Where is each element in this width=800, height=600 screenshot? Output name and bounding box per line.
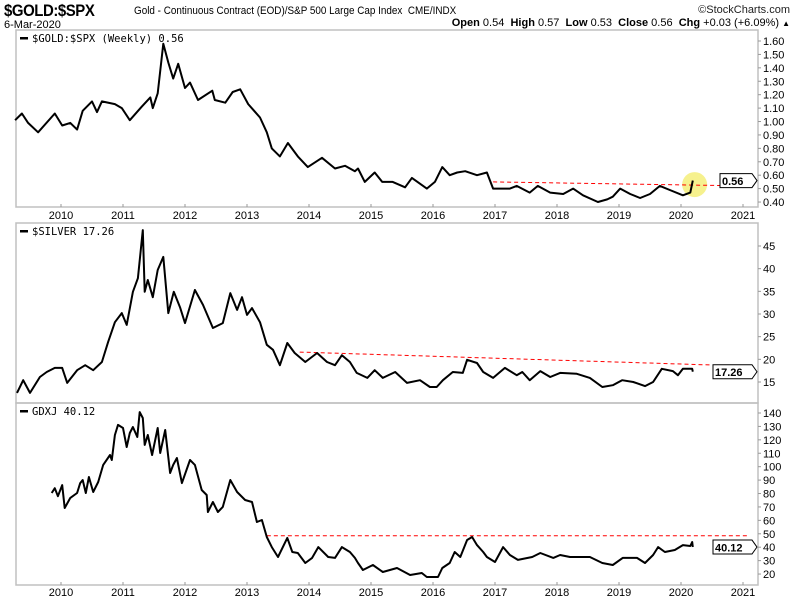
y-tick-label: 130 <box>763 421 781 433</box>
x-tick-label: 2011 <box>111 587 135 599</box>
x-tick-label: 2012 <box>173 587 197 599</box>
x-tick-label: 2021 <box>731 587 755 599</box>
chart-date: 6-Mar-2020 <box>4 19 61 31</box>
y-tick-label: 80 <box>763 489 775 501</box>
y-tick-label: 40 <box>763 542 775 554</box>
y-tick-label: 0.60 <box>763 170 784 182</box>
x-tick-label: 2018 <box>545 587 569 599</box>
y-tick-label: 0.70 <box>763 157 784 169</box>
y-tick-label: 0.90 <box>763 130 784 142</box>
x-tick-label: 2012 <box>173 210 197 222</box>
x-tick-label: 2014 <box>297 587 321 599</box>
legend-label: GDXJ 40.12 <box>32 406 95 418</box>
change-value: +0.03 (+6.09%) <box>703 17 780 29</box>
silver-panel: 45 40 35 30 25 20 15 $SILVER 17.26 17.26 <box>15 222 775 404</box>
y-tick-label: 35 <box>763 286 775 298</box>
x-tick-label: 2010 <box>49 587 73 599</box>
gdxj-series-line <box>50 411 694 578</box>
y-tick-label: 100 <box>763 462 781 474</box>
y-tick-label: 20 <box>763 569 775 581</box>
y-tick-label: 45 <box>763 241 775 253</box>
x-tick-label: 2014 <box>297 210 321 222</box>
y-tick-label: 1.40 <box>763 63 784 75</box>
x-tick-label: 2016 <box>421 210 445 222</box>
y-tick-label: 110 <box>763 448 781 460</box>
y-tick-label: 20 <box>763 354 775 366</box>
x-tick-label: 2019 <box>607 587 631 599</box>
y-tick-label: 15 <box>763 377 775 389</box>
stockcharts-brand[interactable]: ©StockCharts.com <box>698 4 790 16</box>
y-tick-label: 90 <box>763 475 775 487</box>
y-tick-label: 30 <box>763 556 775 568</box>
last-value-label: 0.56 <box>722 176 743 188</box>
y-tick-label: 0.40 <box>763 197 784 209</box>
change-label: Chg <box>678 17 701 29</box>
low-value: 0.53 <box>590 17 613 29</box>
ohlc-summary: Open 0.54 High 0.57 Low 0.53 Close 0.56 … <box>452 17 790 29</box>
open-label: Open <box>451 17 480 29</box>
x-tick-label: 2018 <box>545 210 569 222</box>
y-tick-label: 0.80 <box>763 143 784 155</box>
legend-swatch <box>20 37 28 40</box>
x-tick-label: 2017 <box>483 210 507 222</box>
close-label: Close <box>618 17 649 29</box>
chart-description: Gold - Continuous Contract (EOD)/S&P 500… <box>134 5 456 17</box>
gold-spx-panel: 1.601.50 1.401.30 1.201.10 1.000.900.80 0.70… <box>14 29 784 222</box>
y-tick-label: 1.10 <box>763 103 784 115</box>
y-tick-label: 30 <box>763 309 775 321</box>
silver-series-line <box>16 229 694 394</box>
last-value-label: 40.12 <box>715 543 743 555</box>
y-tick-label: 25 <box>763 332 775 344</box>
gold-spx-series-line <box>14 42 694 203</box>
high-label: High <box>510 17 535 29</box>
last-value-marker <box>712 539 758 555</box>
x-tick-label: 2019 <box>607 210 631 222</box>
last-value-marker <box>712 364 758 380</box>
close-value: 0.56 <box>651 17 673 29</box>
y-tick-label: 70 <box>763 502 775 514</box>
y-tick-label: 120 <box>763 435 781 447</box>
highlight-circle <box>682 172 708 198</box>
y-tick-label: 40 <box>763 264 775 276</box>
last-value-marker <box>719 173 758 189</box>
x-tick-label: 2021 <box>731 210 755 222</box>
legend-label: $SILVER 17.26 <box>32 226 114 238</box>
x-tick-label: 2013 <box>235 587 259 599</box>
legend-label: $GOLD:$SPX (Weekly) 0.56 <box>32 33 184 45</box>
y-tick-label: 1.60 <box>763 36 784 48</box>
x-tick-label: 2017 <box>483 587 507 599</box>
y-tick-label: 50 <box>763 529 775 541</box>
legend-swatch <box>20 230 28 233</box>
exchange-label: CME/INDX <box>407 5 457 17</box>
x-tick-label: 2010 <box>49 210 73 222</box>
y-tick-label: 1.20 <box>763 90 784 102</box>
low-label: Low <box>565 17 588 29</box>
y-tick-label: 1.50 <box>763 49 784 61</box>
trend-line <box>299 351 748 367</box>
y-tick-label: 1.00 <box>763 117 784 129</box>
y-tick-label: 140 <box>763 408 781 420</box>
x-tick-label: 2015 <box>359 587 383 599</box>
legend-swatch <box>20 410 28 413</box>
x-tick-label: 2013 <box>235 210 259 222</box>
last-value-label: 17.26 <box>715 367 743 379</box>
panel-frame <box>15 402 759 586</box>
open-value: 0.54 <box>482 17 505 29</box>
x-tick-label: 2016 <box>421 587 445 599</box>
x-tick-label: 2020 <box>669 587 693 599</box>
x-tick-label: 2015 <box>359 210 383 222</box>
x-tick-label: 2020 <box>669 210 693 222</box>
trend-line <box>493 181 748 187</box>
y-tick-label: 60 <box>763 515 775 527</box>
chart-symbol: $GOLD:$SPX <box>4 1 95 20</box>
up-arrow-icon: ▲ <box>782 19 790 28</box>
y-tick-label: 1.30 <box>763 76 784 88</box>
x-tick-label: 2011 <box>111 210 135 222</box>
instrument-description: Gold - Continuous Contract (EOD)/S&P 500… <box>134 5 403 17</box>
high-value: 0.57 <box>537 17 560 29</box>
panel-frame <box>15 29 759 208</box>
y-tick-label: 0.50 <box>763 184 784 196</box>
